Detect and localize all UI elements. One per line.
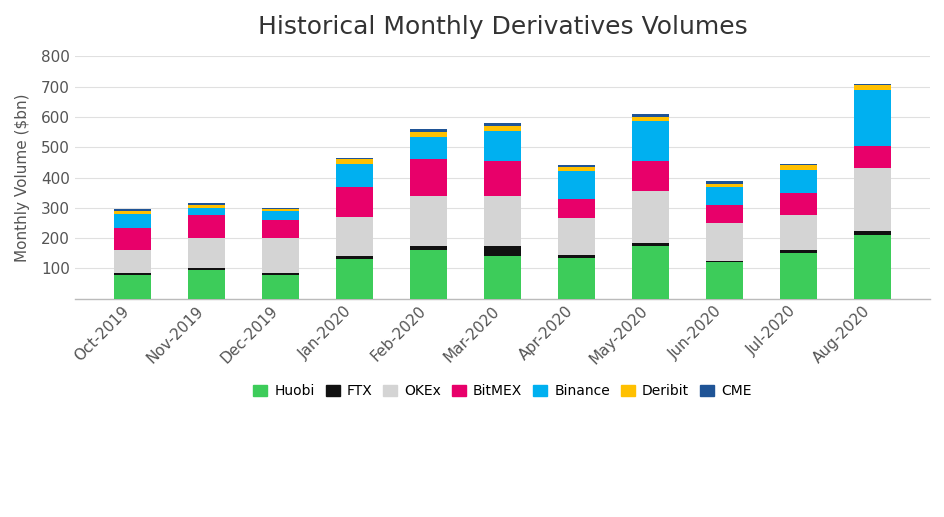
Bar	[779, 170, 817, 193]
Bar	[113, 211, 151, 214]
Bar	[705, 180, 742, 184]
Bar	[113, 250, 151, 273]
Legend: Huobi, FTX, OKEx, BitMEX, Binance, Deribit, CME: Huobi, FTX, OKEx, BitMEX, Binance, Derib…	[247, 378, 756, 404]
Bar	[632, 121, 668, 161]
Bar	[261, 211, 298, 220]
Bar	[335, 217, 373, 256]
Bar	[261, 275, 298, 299]
Bar	[853, 84, 890, 85]
Bar	[261, 273, 298, 275]
Bar	[557, 258, 595, 299]
Bar	[483, 256, 520, 299]
Bar	[483, 246, 520, 256]
Bar	[779, 253, 817, 299]
Bar	[483, 196, 520, 246]
Bar	[705, 205, 742, 223]
Y-axis label: Monthly Volume ($bn): Monthly Volume ($bn)	[15, 93, 30, 262]
Bar	[705, 261, 742, 263]
Bar	[483, 126, 520, 130]
Bar	[853, 169, 890, 231]
Bar	[261, 238, 298, 273]
Bar	[113, 275, 151, 299]
Bar	[188, 205, 225, 208]
Bar	[557, 167, 595, 172]
Bar	[335, 187, 373, 217]
Bar	[335, 159, 373, 164]
Bar	[410, 129, 447, 132]
Bar	[261, 220, 298, 238]
Bar	[483, 130, 520, 161]
Bar	[188, 270, 225, 299]
Bar	[113, 227, 151, 250]
Bar	[632, 191, 668, 242]
Bar	[188, 203, 225, 205]
Bar	[632, 161, 668, 191]
Bar	[483, 161, 520, 196]
Bar	[335, 256, 373, 260]
Bar	[779, 165, 817, 170]
Bar	[632, 114, 668, 117]
Bar	[705, 223, 742, 261]
Bar	[853, 89, 890, 146]
Bar	[853, 235, 890, 299]
Bar	[188, 268, 225, 270]
Bar	[779, 164, 817, 165]
Bar	[557, 219, 595, 255]
Bar	[188, 216, 225, 238]
Bar	[410, 159, 447, 196]
Bar	[705, 263, 742, 299]
Bar	[335, 164, 373, 187]
Bar	[632, 117, 668, 121]
Bar	[113, 273, 151, 275]
Bar	[705, 184, 742, 187]
Bar	[410, 250, 447, 299]
Bar	[410, 246, 447, 250]
Bar	[632, 242, 668, 246]
Bar	[261, 209, 298, 211]
Bar	[557, 172, 595, 199]
Bar	[853, 85, 890, 89]
Bar	[335, 260, 373, 299]
Bar	[113, 209, 151, 211]
Bar	[853, 231, 890, 235]
Bar	[632, 246, 668, 299]
Bar	[779, 193, 817, 216]
Bar	[557, 199, 595, 219]
Title: Historical Monthly Derivatives Volumes: Historical Monthly Derivatives Volumes	[258, 15, 747, 39]
Bar	[335, 158, 373, 159]
Bar	[705, 187, 742, 205]
Bar	[483, 123, 520, 126]
Bar	[410, 132, 447, 136]
Bar	[779, 216, 817, 250]
Bar	[188, 238, 225, 268]
Bar	[779, 250, 817, 253]
Bar	[188, 208, 225, 216]
Bar	[113, 214, 151, 227]
Bar	[557, 165, 595, 167]
Bar	[557, 255, 595, 258]
Bar	[410, 196, 447, 246]
Bar	[410, 136, 447, 159]
Bar	[853, 146, 890, 169]
Bar	[261, 208, 298, 209]
